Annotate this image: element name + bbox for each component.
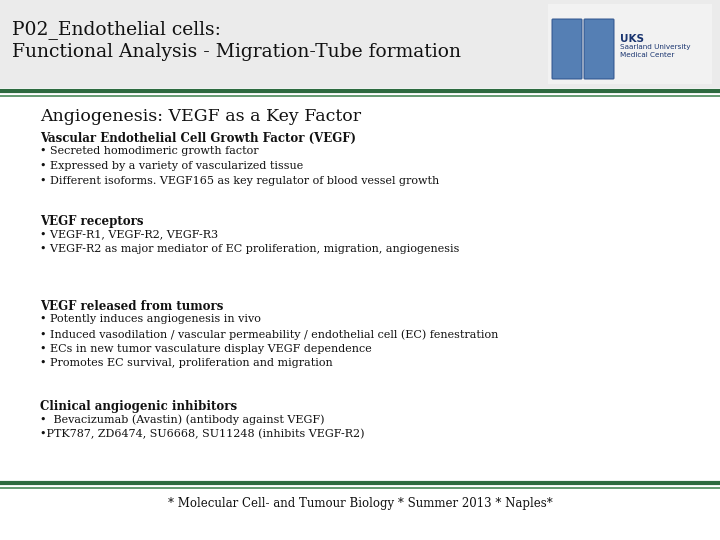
Text: VEGF receptors: VEGF receptors bbox=[40, 215, 143, 228]
Text: Vascular Endothelial Cell Growth Factor (VEGF): Vascular Endothelial Cell Growth Factor … bbox=[40, 132, 356, 145]
Text: • Potently induces angiogenesis in vivo: • Potently induces angiogenesis in vivo bbox=[40, 314, 261, 325]
Text: P02_Endothelial cells:: P02_Endothelial cells: bbox=[12, 20, 221, 39]
Text: VEGF released from tumors: VEGF released from tumors bbox=[40, 300, 223, 313]
Text: • Different isoforms. VEGF165 as key regulator of blood vessel growth: • Different isoforms. VEGF165 as key reg… bbox=[40, 176, 439, 186]
FancyBboxPatch shape bbox=[552, 19, 582, 79]
Text: •  Bevacizumab (Avastin) (antibody against VEGF): • Bevacizumab (Avastin) (antibody agains… bbox=[40, 415, 325, 425]
Text: Medical Center: Medical Center bbox=[620, 52, 675, 58]
Text: • Secreted homodimeric growth factor: • Secreted homodimeric growth factor bbox=[40, 146, 258, 157]
Text: • VEGF-R2 as major mediator of EC proliferation, migration, angiogenesis: • VEGF-R2 as major mediator of EC prolif… bbox=[40, 244, 459, 254]
Text: Saarland University: Saarland University bbox=[620, 44, 690, 50]
Text: Angiogenesis: VEGF as a Key Factor: Angiogenesis: VEGF as a Key Factor bbox=[40, 108, 361, 125]
Text: • Promotes EC survival, proliferation and migration: • Promotes EC survival, proliferation an… bbox=[40, 358, 333, 368]
Text: Functional Analysis - Migration-Tube formation: Functional Analysis - Migration-Tube for… bbox=[12, 43, 461, 61]
Text: Clinical angiogenic inhibitors: Clinical angiogenic inhibitors bbox=[40, 400, 237, 413]
Text: •PTK787, ZD6474, SU6668, SU11248 (inhibits VEGF-R2): •PTK787, ZD6474, SU6668, SU11248 (inhibi… bbox=[40, 429, 364, 440]
Text: • Expressed by a variety of vascularized tissue: • Expressed by a variety of vascularized… bbox=[40, 161, 303, 171]
Bar bbox=[548, 4, 712, 84]
Text: • ECs in new tumor vasculature display VEGF dependence: • ECs in new tumor vasculature display V… bbox=[40, 343, 372, 354]
FancyBboxPatch shape bbox=[584, 19, 614, 79]
Text: • VEGF-R1, VEGF-R2, VEGF-R3: • VEGF-R1, VEGF-R2, VEGF-R3 bbox=[40, 230, 218, 240]
Bar bbox=[0, 0, 720, 88]
Text: * Molecular Cell- and Tumour Biology * Summer 2013 * Naples*: * Molecular Cell- and Tumour Biology * S… bbox=[168, 497, 552, 510]
Text: UKS: UKS bbox=[620, 34, 644, 44]
Text: • Induced vasodilation / vascular permeability / endothelial cell (EC) fenestrat: • Induced vasodilation / vascular permea… bbox=[40, 329, 498, 340]
